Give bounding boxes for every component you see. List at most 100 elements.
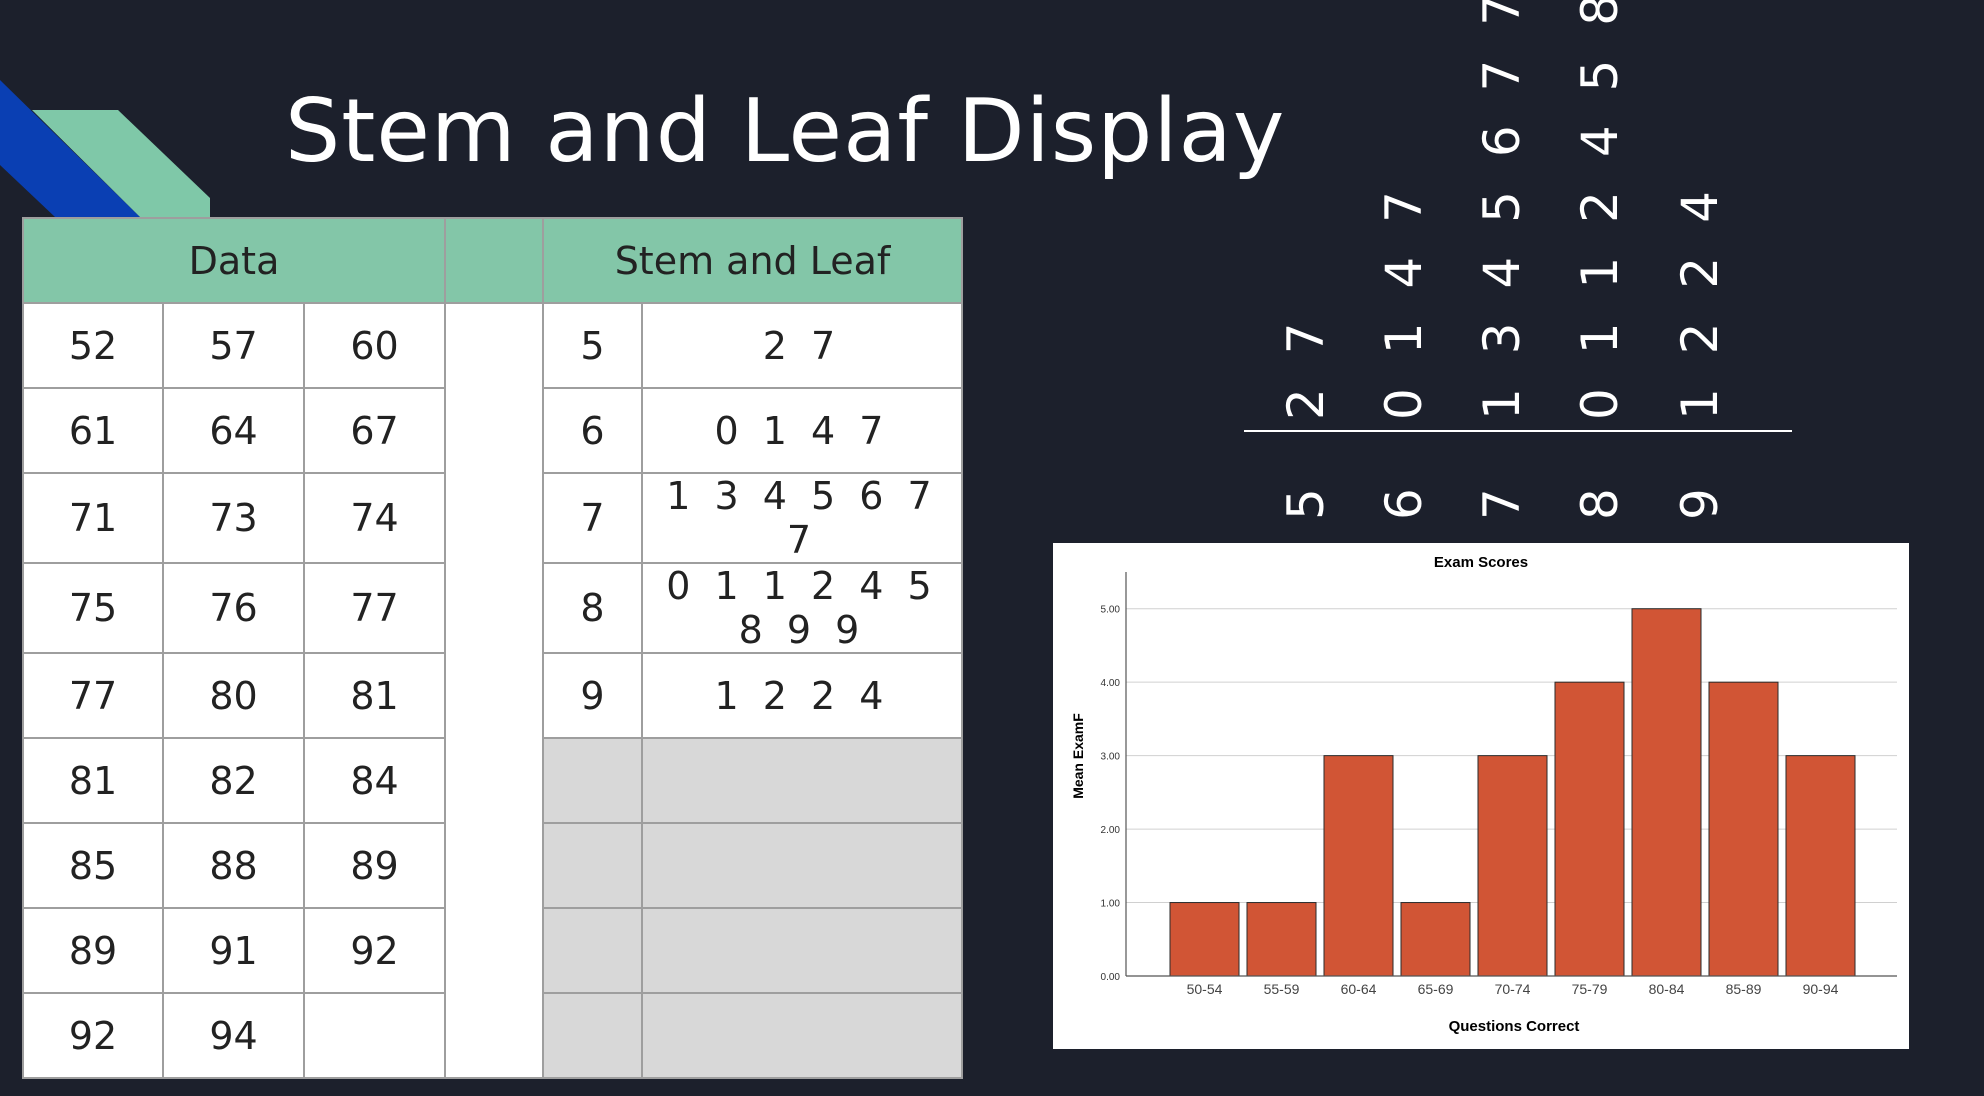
table-row: 75 76 77 8 0 1 1 2 4 5 8 9 9 xyxy=(22,562,963,654)
data-cell: 60 xyxy=(303,302,446,389)
table-row: 89 91 92 xyxy=(22,907,963,994)
rotated-column: 6 0 1 4 7 xyxy=(1364,80,1444,520)
stem-cell-empty xyxy=(542,822,643,909)
data-header: Data xyxy=(22,217,446,304)
data-cell: 76 xyxy=(162,562,305,654)
y-tick-label: 2.00 xyxy=(1101,825,1121,836)
leaf-cell: 1 3 4 5 6 7 7 xyxy=(641,472,963,564)
y-tick-label: 1.00 xyxy=(1101,899,1121,910)
data-cell: 73 xyxy=(162,472,305,564)
leaf-cell-empty xyxy=(641,822,963,909)
leaf-cell-empty xyxy=(641,907,963,994)
bar-65-69 xyxy=(1400,902,1471,977)
data-cell: 52 xyxy=(22,302,164,389)
chart-title: Exam Scores xyxy=(1434,554,1528,571)
gap-column xyxy=(444,302,544,1079)
table-row: 71 73 74 7 1 3 4 5 6 7 7 xyxy=(22,472,963,564)
data-cell: 91 xyxy=(162,907,305,994)
bar-60-64 xyxy=(1323,755,1394,977)
x-tick-label: 85-89 xyxy=(1726,981,1762,997)
data-cell: 89 xyxy=(22,907,164,994)
table-row: 92 94 xyxy=(22,992,963,1079)
leaf-cell-empty xyxy=(641,737,963,824)
rotated-stem: 6 xyxy=(1375,479,1433,520)
corner-decoration xyxy=(0,80,210,217)
y-axis-label: Mean ExamF xyxy=(1070,713,1086,799)
leaf-cell: 2 7 xyxy=(641,302,963,389)
x-tick-label: 55-59 xyxy=(1264,981,1300,997)
y-tick-label: 3.00 xyxy=(1101,752,1121,763)
data-cell: 74 xyxy=(303,472,446,564)
data-cell: 92 xyxy=(303,907,446,994)
y-tick-label: 5.00 xyxy=(1101,605,1121,616)
rotated-column: 8 0 1 1 2 4 5 8 9 9 xyxy=(1560,0,1640,520)
leaf-cell: 0 1 1 2 4 5 8 9 9 xyxy=(641,562,963,654)
stem-cell: 6 xyxy=(542,387,643,474)
data-cell: 77 xyxy=(303,562,446,654)
stem-cell: 7 xyxy=(542,472,643,564)
data-cell: 77 xyxy=(22,652,164,739)
table-row: 52 57 60 5 2 7 xyxy=(22,302,963,1079)
data-cell: 64 xyxy=(162,387,305,474)
data-cell: 75 xyxy=(22,562,164,654)
x-tick-label: 50-54 xyxy=(1187,981,1223,997)
stem-cell: 5 xyxy=(542,302,643,389)
data-cell: 85 xyxy=(22,822,164,909)
x-tick-label: 75-79 xyxy=(1572,981,1608,997)
rotated-leaves: 2 7 xyxy=(1277,313,1335,420)
stem-leaf-table: Data Stem and Leaf 52 57 60 5 2 7 61 64 … xyxy=(22,217,963,1079)
x-tick-label: 60-64 xyxy=(1341,981,1377,997)
stem-cell: 8 xyxy=(542,562,643,654)
bar-70-74 xyxy=(1477,755,1548,977)
rotated-leaves: 1 2 2 4 xyxy=(1671,182,1729,420)
leaf-cell: 0 1 4 7 xyxy=(641,387,963,474)
stem-cell-empty xyxy=(542,907,643,994)
rotated-column: 7 1 3 4 5 6 7 7 xyxy=(1462,0,1542,520)
x-tick-label: 90-94 xyxy=(1803,981,1839,997)
exam-scores-chart: Exam Scores Questions Correct Mean ExamF… xyxy=(1053,543,1909,1049)
slide-title: Stem and Leaf Display xyxy=(285,80,1286,182)
table-row: 81 82 84 xyxy=(22,737,963,824)
x-tick-label: 65-69 xyxy=(1418,981,1454,997)
data-cell: 81 xyxy=(303,652,446,739)
data-cell: 81 xyxy=(22,737,164,824)
table-row: 77 80 81 9 1 2 2 4 xyxy=(22,652,963,739)
stemleaf-header: Stem and Leaf xyxy=(542,217,963,304)
rotated-column: 5 2 7 xyxy=(1266,80,1346,520)
rotated-leaves: 0 1 1 2 4 5 8 9 9 xyxy=(1571,0,1629,420)
data-cell: 88 xyxy=(162,822,305,909)
data-cell: 57 xyxy=(162,302,305,389)
rotated-stem: 7 xyxy=(1473,479,1531,520)
leaf-cell: 1 2 2 4 xyxy=(641,652,963,739)
table-row: 61 64 67 6 0 1 4 7 xyxy=(22,387,963,474)
data-cell: 80 xyxy=(162,652,305,739)
table-header-row: Data Stem and Leaf xyxy=(22,217,963,304)
bar-75-79 xyxy=(1554,681,1625,977)
rotated-leaves: 0 1 4 7 xyxy=(1375,182,1433,420)
bar-85-89 xyxy=(1708,681,1779,977)
rotated-stem: 8 xyxy=(1571,479,1629,520)
bar-90-94 xyxy=(1785,755,1856,977)
data-cell xyxy=(303,992,446,1079)
rotated-stem-leaf-display: 5 2 7 6 0 1 4 7 7 1 3 4 5 6 7 7 8 0 1 1 … xyxy=(1240,0,1800,520)
data-cell: 67 xyxy=(303,387,446,474)
data-cell: 82 xyxy=(162,737,305,824)
data-cell: 89 xyxy=(303,822,446,909)
data-cell: 92 xyxy=(22,992,164,1079)
leaf-cell-empty xyxy=(641,992,963,1079)
y-tick-label: 0.00 xyxy=(1101,972,1121,983)
stem-cell-empty xyxy=(542,737,643,824)
bar-55-59 xyxy=(1246,902,1317,977)
bar-80-84 xyxy=(1631,608,1702,977)
stem-cell-empty xyxy=(542,992,643,1079)
table-row: 85 88 89 xyxy=(22,822,963,909)
data-cell: 84 xyxy=(303,737,446,824)
chart-svg: Exam Scores Questions Correct Mean ExamF… xyxy=(1070,554,1897,1035)
rotated-column: 9 1 2 2 4 xyxy=(1660,80,1740,520)
rotated-leaves: 1 3 4 5 6 7 7 xyxy=(1473,0,1531,420)
rotated-stem: 5 xyxy=(1277,479,1335,520)
x-tick-label: 80-84 xyxy=(1649,981,1685,997)
gap-header xyxy=(444,217,544,304)
stem-cell: 9 xyxy=(542,652,643,739)
x-axis-label: Questions Correct xyxy=(1449,1018,1580,1035)
